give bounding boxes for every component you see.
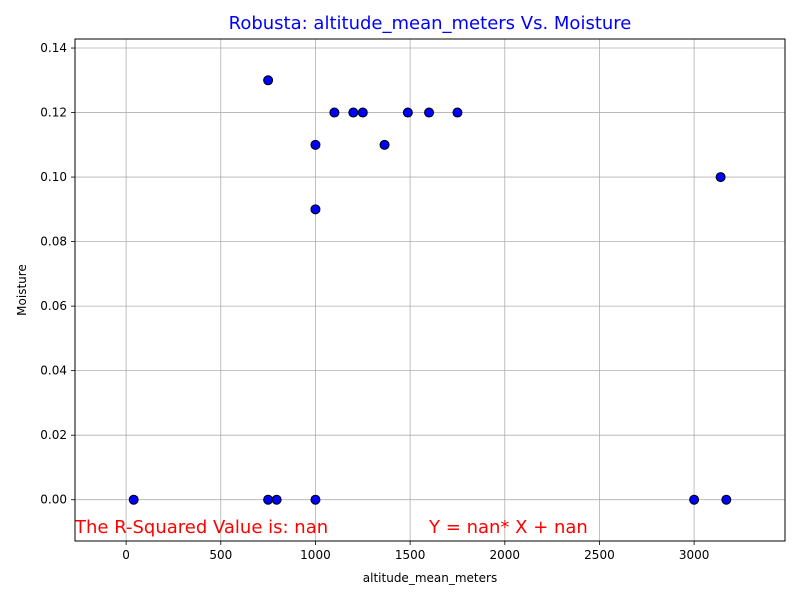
scatter-point — [715, 172, 726, 183]
regression-equation-annotation: Y = nan* X + nan — [428, 517, 588, 538]
scatter-point — [329, 107, 340, 118]
axis-ticks: 0 500 1000 1500 2000 2500 3000 0.00 0.02 0.04 0.06… — [40, 41, 709, 562]
y-tick-label: 0.06 — [40, 299, 67, 313]
annotations: The R-Squared Value is: nan Y = nan* X + … — [74, 517, 588, 538]
axes-frame — [74, 38, 786, 542]
x-tick-label: 1500 — [395, 548, 426, 562]
scatter-point — [452, 107, 463, 118]
y-tick-label: 0.08 — [40, 235, 67, 249]
y-tick-label: 0.14 — [40, 41, 67, 55]
scatter-point — [379, 139, 390, 150]
y-axis-label: Moisture — [15, 264, 29, 316]
scatter-points — [128, 75, 732, 505]
x-tick-label: 2500 — [584, 548, 615, 562]
x-tick-label: 2000 — [490, 548, 521, 562]
x-tick-label: 3000 — [679, 548, 710, 562]
scatter-point — [424, 107, 435, 118]
scatter-point — [263, 494, 274, 505]
y-tick-label: 0.10 — [40, 170, 67, 184]
scatter-point — [263, 75, 274, 86]
x-tick-label: 0 — [122, 548, 130, 562]
x-axis-label: altitude_mean_meters — [363, 571, 497, 585]
scatter-point — [310, 494, 321, 505]
scatter-point — [402, 107, 413, 118]
chart-title: Robusta: altitude_mean_meters Vs. Moistu… — [229, 13, 632, 34]
x-tick-label: 1000 — [300, 548, 331, 562]
scatter-point — [348, 107, 359, 118]
x-tick-label: 500 — [209, 548, 232, 562]
y-tick-label: 0.04 — [40, 364, 67, 378]
y-tick-label: 0.00 — [40, 493, 67, 507]
y-tick-label: 0.12 — [40, 106, 67, 120]
scatter-point — [271, 494, 282, 505]
scatter-point — [128, 494, 139, 505]
r-squared-annotation: The R-Squared Value is: nan — [74, 517, 328, 538]
scatter-point — [357, 107, 368, 118]
scatter-point — [689, 494, 700, 505]
y-tick-label: 0.02 — [40, 428, 67, 442]
scatter-point — [310, 204, 321, 215]
scatter-point — [310, 139, 321, 150]
scatter-point — [721, 494, 732, 505]
